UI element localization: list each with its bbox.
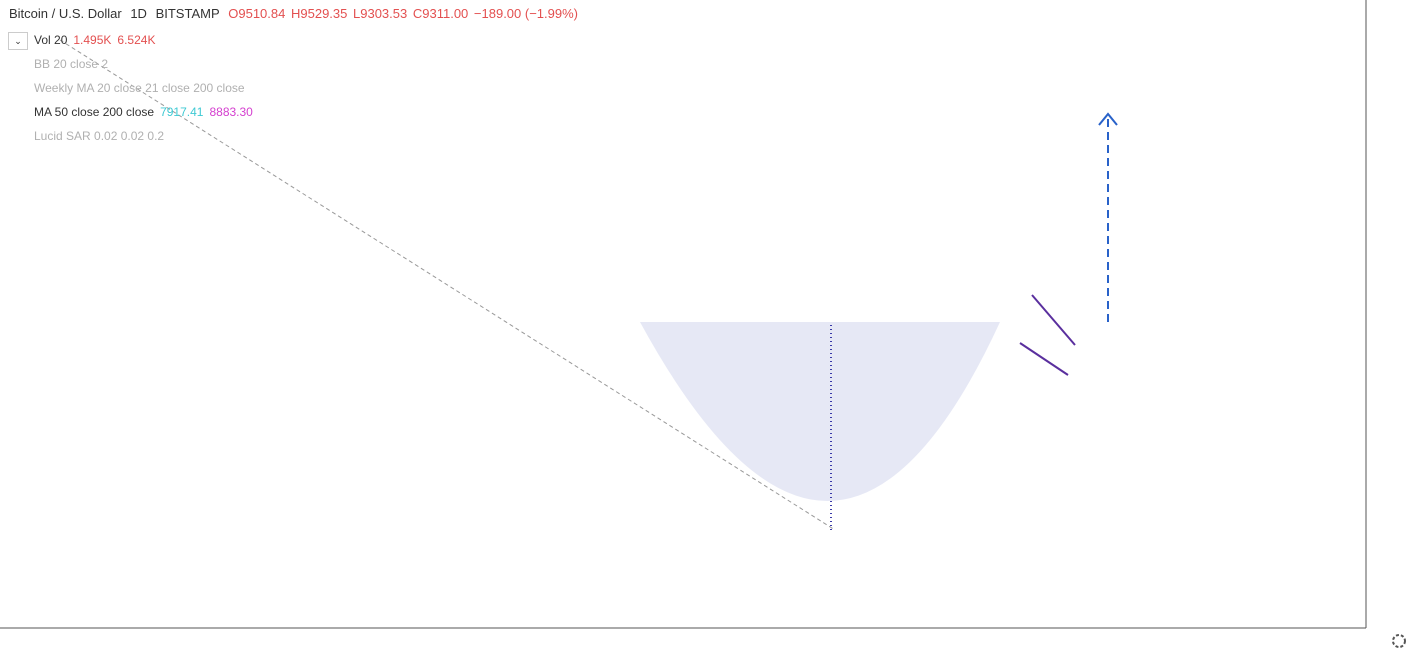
indicator: Vol 20 1.495K 6.524K — [34, 33, 155, 47]
indicator-name: MA 50 close 200 close — [34, 105, 155, 119]
indicator-name: Weekly MA 20 close 21 close 200 close — [34, 81, 245, 95]
trend-line — [59, 39, 836, 531]
header: Bitcoin / U.S. Dollar 1D BITSTAMP O9510.… — [6, 5, 583, 22]
indicator: Weekly MA 20 close 21 close 200 close — [34, 81, 245, 95]
flag-line — [1019, 342, 1069, 376]
change: −189.00 (−1.99%) — [473, 6, 578, 21]
settings-icon[interactable] — [1392, 634, 1406, 648]
time-axis — [0, 628, 1366, 653]
indicator: MA 50 close 200 close 7917.41 8883.30 — [34, 105, 253, 119]
indicator-value: 1.495K — [73, 33, 112, 47]
indicator: Lucid SAR 0.02 0.02 0.2 — [34, 129, 164, 143]
exchange: BITSTAMP — [155, 6, 220, 21]
indicator-name: Vol 20 — [34, 33, 68, 47]
collapse-button[interactable]: ⌄ — [8, 32, 28, 50]
ohlc: O9510.84 — [228, 6, 286, 21]
arrow-head — [1098, 112, 1118, 126]
interval: 1D — [130, 6, 147, 21]
indicator-name: BB 20 close 2 — [34, 57, 109, 71]
indicator-value: 6.524K — [117, 33, 156, 47]
price-axis — [1366, 0, 1426, 653]
indicator-value: 8883.30 — [209, 105, 253, 119]
cup-shape — [640, 322, 1000, 501]
symbol: Bitcoin / U.S. Dollar — [9, 6, 122, 21]
flag-line — [1031, 294, 1076, 346]
ohlc: L9303.53 — [353, 6, 408, 21]
indicator-value: 7917.41 — [160, 105, 204, 119]
indicator-name: Lucid SAR 0.02 0.02 0.2 — [34, 129, 165, 143]
ohlc: C9311.00 — [412, 6, 469, 21]
indicator: BB 20 close 2 — [34, 57, 108, 71]
ohlc: H9529.35 — [290, 6, 348, 21]
